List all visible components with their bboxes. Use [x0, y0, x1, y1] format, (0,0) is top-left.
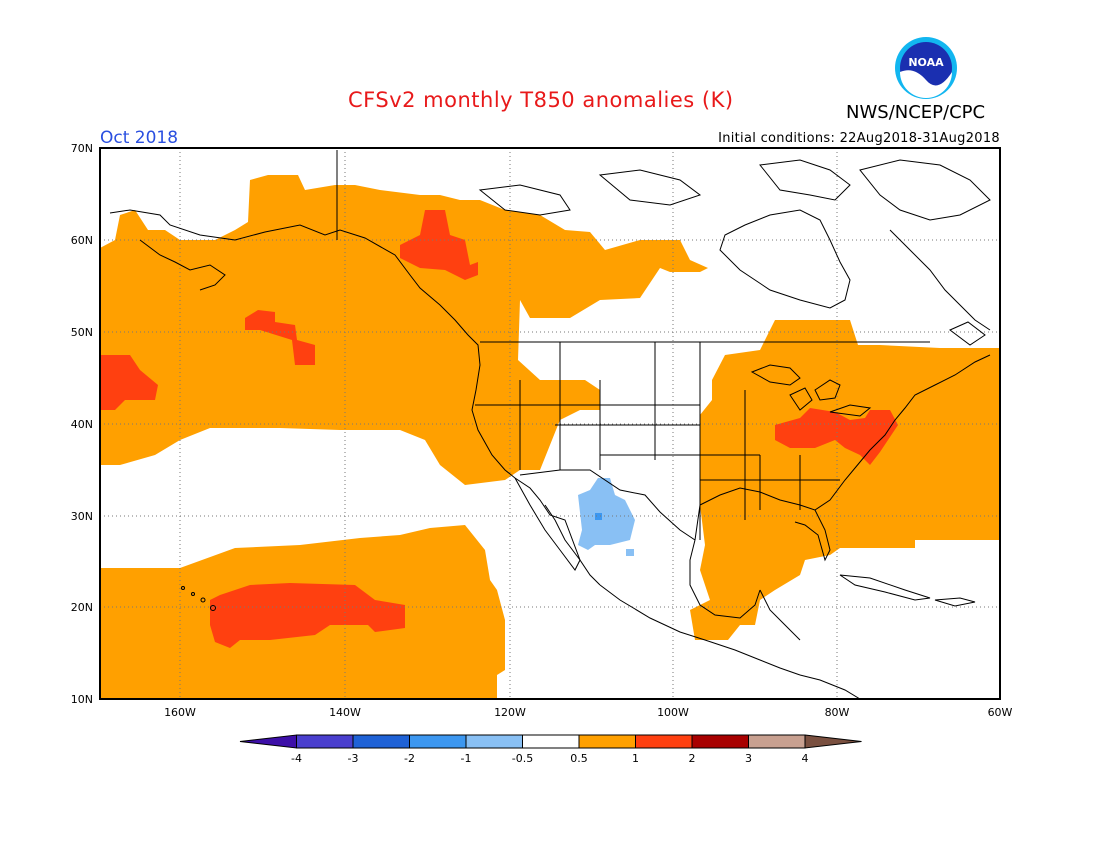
colorbar-label: 1 — [632, 752, 639, 765]
forecast-month: Oct 2018 — [100, 128, 179, 148]
map-frame — [99, 147, 1001, 700]
latitude-labels: 70N 60N 50N 40N 30N 20N 10N — [71, 142, 93, 706]
anomaly-negative-moderate — [595, 513, 602, 520]
org-label: NWS/NCEP/CPC — [846, 102, 986, 123]
colorbar-label: -3 — [348, 752, 359, 765]
colorbar-segment — [296, 734, 354, 749]
lon-label: 80W — [825, 706, 850, 719]
lat-label: 30N — [71, 510, 93, 523]
colorbar-label: 3 — [745, 752, 752, 765]
svg-text:NOAA: NOAA — [908, 56, 944, 69]
colorbar: -4 -3 -2 -1 -0.5 0.5 1 2 3 4 — [239, 734, 862, 765]
colorbar-label: -4 — [291, 752, 302, 765]
initial-conditions: Initial conditions: 22Aug2018-31Aug2018 — [718, 131, 1000, 146]
colorbar-segment — [578, 734, 636, 749]
lon-label: 140W — [329, 706, 361, 719]
colorbar-label: -1 — [461, 752, 472, 765]
colorbar-segment — [522, 734, 580, 749]
colorbar-label: 4 — [802, 752, 809, 765]
lon-label: 120W — [494, 706, 526, 719]
colorbar-label: -2 — [404, 752, 415, 765]
colorbar-label: 2 — [689, 752, 696, 765]
lat-label: 70N — [71, 142, 93, 155]
chart-title: CFSv2 monthly T850 anomalies (K) — [348, 88, 734, 112]
borders — [336, 150, 930, 541]
lat-label: 10N — [71, 693, 93, 706]
lon-label: 100W — [657, 706, 689, 719]
colorbar-segment — [465, 734, 523, 749]
colorbar-segment — [352, 734, 410, 749]
colorbar-label: -0.5 — [512, 752, 533, 765]
colorbar-segment — [804, 734, 862, 749]
longitude-labels: 160W 140W 120W 100W 80W 60W — [164, 706, 1012, 719]
lat-label: 20N — [71, 601, 93, 614]
lon-label: 160W — [164, 706, 196, 719]
lat-label: 60N — [71, 234, 93, 247]
noaa-logo-icon: NOAA — [895, 37, 957, 99]
colorbar-segment — [635, 734, 693, 749]
colorbar-segment — [239, 734, 297, 749]
colorbar-segment — [409, 734, 467, 749]
lat-label: 40N — [71, 418, 93, 431]
coastlines — [109, 159, 991, 699]
colorbar-segment — [691, 734, 749, 749]
lat-label: 50N — [71, 326, 93, 339]
lon-label: 60W — [988, 706, 1013, 719]
colorbar-label: 0.5 — [570, 752, 588, 765]
anomaly-negative-weak — [578, 478, 635, 556]
colorbar-segment — [748, 734, 806, 749]
